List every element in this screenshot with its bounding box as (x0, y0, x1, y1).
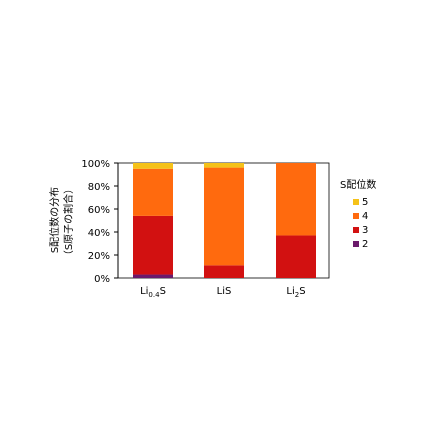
legend-swatch-cn4 (353, 213, 359, 219)
y-axis-title: S配位数の分布 (48, 187, 61, 253)
legend-label-cn2: 2 (362, 239, 368, 250)
legend-label-cn3: 3 (362, 225, 368, 236)
plot-area (117, 162, 330, 279)
y-tick-label: 20% (88, 251, 110, 262)
legend-swatch-cn2 (353, 241, 359, 247)
bar-segment-cn3 (133, 215, 173, 275)
legend: S配位数 5 4 3 2 (340, 178, 376, 250)
legend-title: S配位数 (340, 178, 376, 191)
bar-segment-cn3 (204, 265, 244, 278)
bar-segment-cn2 (133, 274, 173, 278)
x-axis: Li0.4S LiS Li2S (140, 286, 306, 299)
bar-segment-cn5 (204, 163, 244, 168)
x-category-label: LiS (217, 286, 232, 297)
y-tick-label: 40% (88, 228, 110, 239)
legend-swatch-cn3 (353, 227, 359, 233)
y-axis: 0% 20% 40% 60% 80% 100% (81, 159, 119, 285)
bar-segment-cn5 (133, 163, 173, 169)
bar-segment-cn4 (276, 163, 316, 236)
y-axis-subtitle: （S原子の割合） (62, 184, 75, 260)
bar-segment-cn4 (133, 168, 173, 216)
x-category-label: Li0.4S (140, 286, 166, 299)
bar-segment-cn3 (276, 235, 316, 278)
bar-segment-cn4 (204, 167, 244, 266)
x-category-label: Li2S (286, 286, 305, 299)
y-axis-label: S配位数の分布 （S原子の割合） (48, 184, 75, 260)
y-tick-label: 0% (94, 274, 110, 285)
y-tick-label: 60% (88, 205, 110, 216)
legend-label-cn4: 4 (362, 211, 368, 222)
y-tick-label: 100% (81, 159, 110, 170)
legend-swatch-cn5 (353, 199, 359, 205)
y-tick-label: 80% (88, 182, 110, 193)
legend-label-cn5: 5 (362, 197, 368, 208)
